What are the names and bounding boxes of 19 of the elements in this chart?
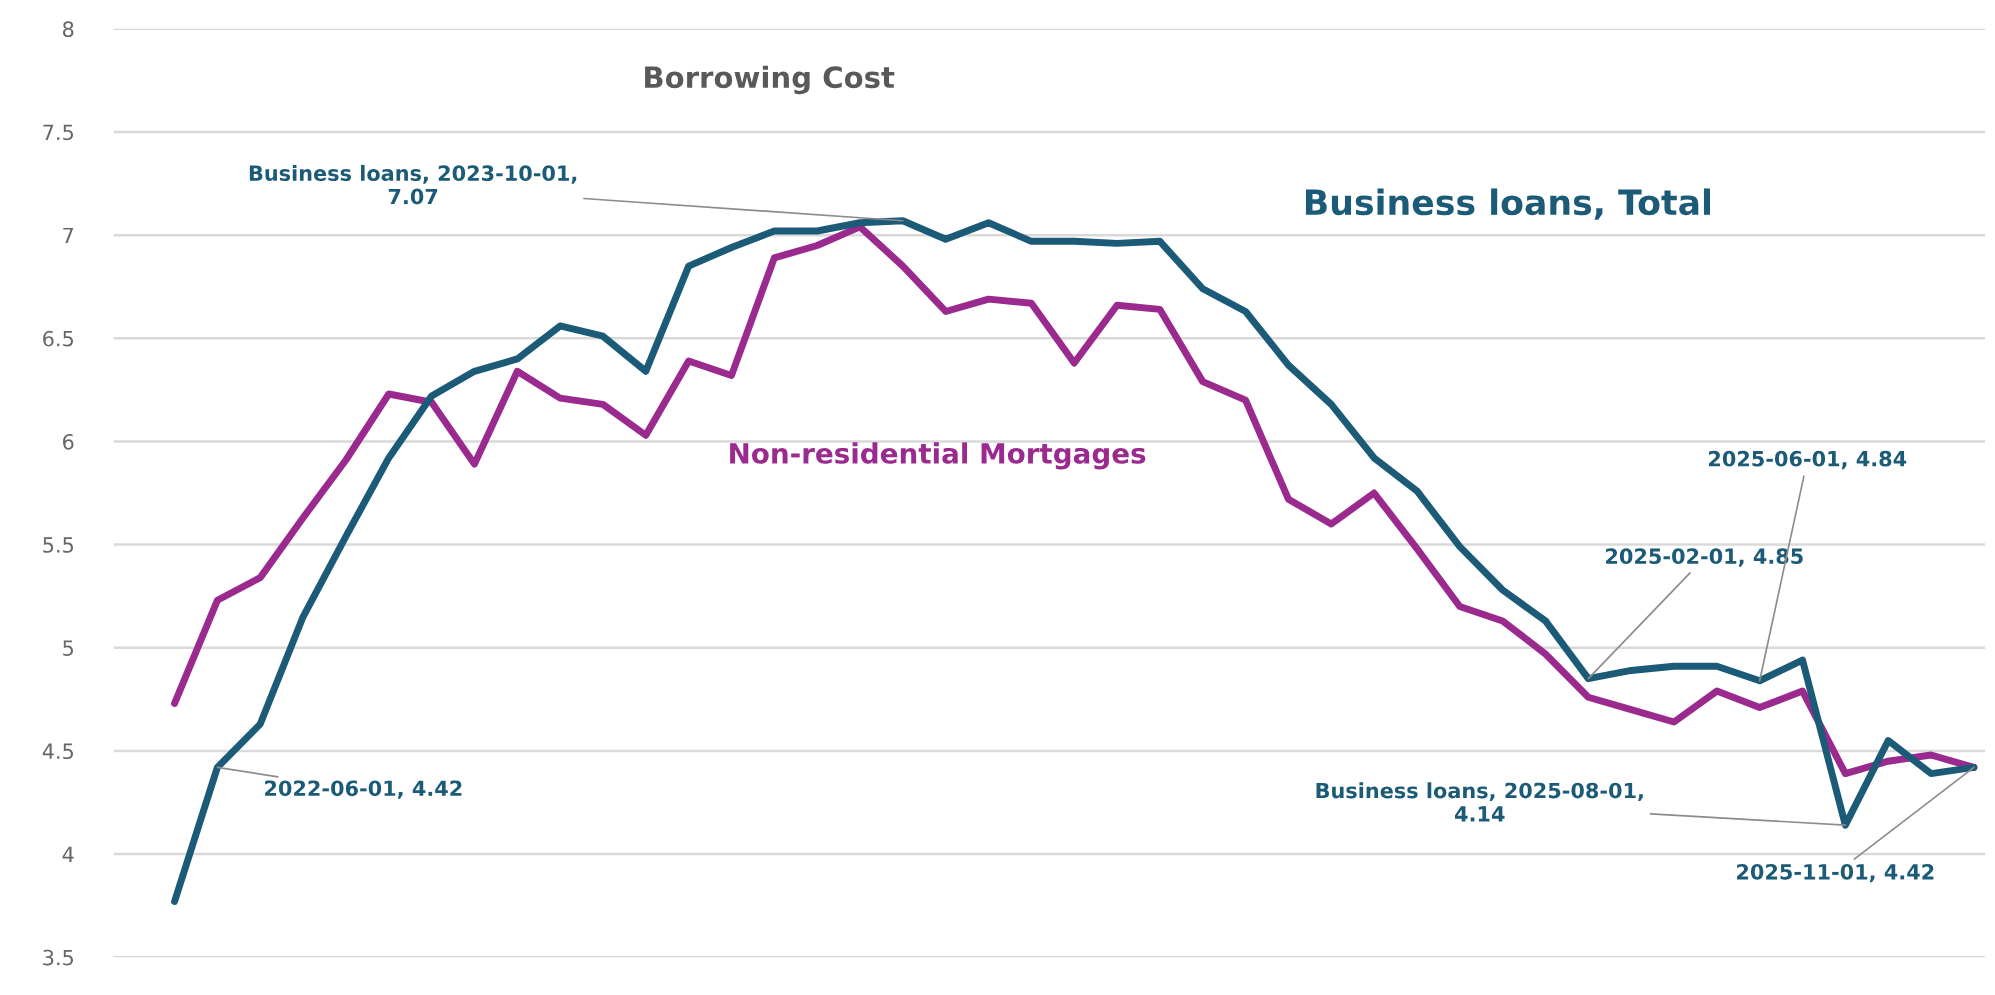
y-tick-label: 5 <box>63 640 74 656</box>
y-tick-label: 8 <box>62 21 74 38</box>
annotation: 2022-06-01, 4.42 <box>265 780 462 799</box>
y-tick-label: 6 <box>63 433 74 450</box>
text: Non-residential Mortgages <box>730 442 1146 470</box>
y-tick-label: 4.5 <box>42 743 74 760</box>
y-tick-label: 4 <box>62 846 74 862</box>
y-tick-label: 7.5 <box>43 124 74 141</box>
annotation: 2025-02-01, 4.85 <box>1606 548 1803 567</box>
text: Business loans, Total <box>1305 188 1711 220</box>
annotation: Business loans, 2025-08-01, 4.14 <box>1316 782 1643 822</box>
y-tick-label: 5.5 <box>43 537 74 553</box>
annotation: Business loans, 2023-10-01, 7.07 <box>249 164 577 205</box>
y-tick-label: 3.5 <box>43 949 74 966</box>
text: Borrowing Cost <box>645 65 895 95</box>
annotation: 2025-11-01, 4.42 <box>1737 863 1934 883</box>
y-tick-label: 6.5 <box>43 330 74 347</box>
annotation: 2025-06-01, 4.84 <box>1708 450 1907 470</box>
y-tick-label: 7 <box>63 227 74 244</box>
